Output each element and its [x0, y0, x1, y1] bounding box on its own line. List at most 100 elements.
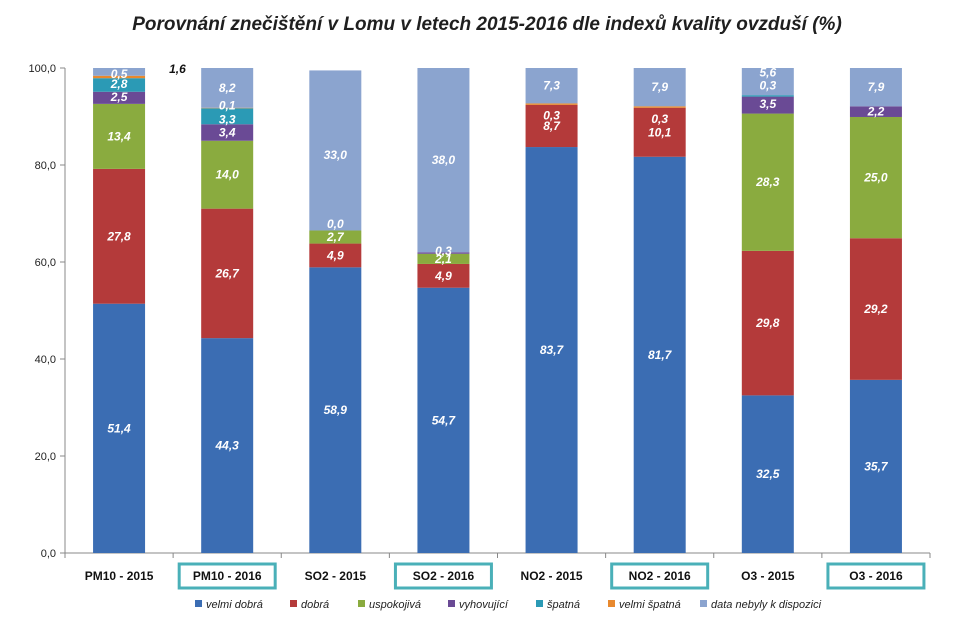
data-label: 7,3 — [543, 79, 560, 93]
data-labels: 51,427,813,42,52,80,5 1,644,326,714,03,43… — [106, 62, 889, 481]
bar-segment — [417, 253, 470, 264]
bar-segment — [741, 95, 794, 97]
legend-entry: dobrá — [301, 599, 329, 611]
data-label: 4,9 — [434, 269, 452, 283]
category-label: NO2 - 2016 — [629, 569, 691, 583]
legend-entry: velmi dobrá — [206, 599, 263, 611]
legend-entry: velmi špatná — [619, 599, 681, 611]
data-label: 44,3 — [215, 439, 240, 453]
bar-segment — [741, 96, 794, 114]
data-label: 2,5 — [110, 90, 128, 104]
data-label: 0,3 — [759, 78, 776, 92]
category-label: PM10 - 2016 — [193, 569, 262, 583]
bar-segment — [93, 103, 146, 169]
data-label: 28,3 — [755, 175, 780, 189]
bar-segment — [201, 208, 254, 339]
y-tick-label: 20,0 — [35, 451, 56, 463]
data-label: 0,3 — [435, 244, 452, 258]
legend: velmi dobrá dobrá uspokojivá vyhovující špat… — [195, 599, 822, 611]
bar-segment — [93, 303, 146, 553]
data-label: 81,7 — [648, 348, 673, 362]
axes: 0,0 20,0 40,0 60,0 80,0 100,0 — [28, 63, 931, 560]
data-label: 0,3 — [651, 112, 668, 126]
data-label: 38,0 — [432, 153, 456, 167]
data-label: 26,7 — [215, 266, 241, 280]
bar-segment — [849, 238, 902, 380]
data-label: 27,8 — [106, 229, 131, 243]
y-tick-label: 60,0 — [35, 257, 56, 269]
legend-swatch — [358, 600, 365, 607]
legend-swatch — [536, 600, 543, 607]
data-label: 83,7 — [540, 343, 565, 357]
bar-segment — [309, 267, 362, 553]
category-highlight-box — [177, 562, 277, 590]
data-label: 54,7 — [432, 413, 457, 427]
data-label: 3,4 — [219, 126, 236, 140]
data-label: 58,9 — [324, 403, 348, 417]
data-label: 0,5 — [111, 67, 128, 81]
legend-entry: špatná — [547, 599, 580, 611]
bar-segment — [201, 338, 254, 553]
data-label: 8,2 — [219, 81, 236, 95]
category-label: O3 - 2015 — [741, 569, 795, 583]
data-label: 33,0 — [324, 148, 348, 162]
bars — [93, 68, 902, 553]
bar-segment — [633, 156, 686, 553]
legend-swatch — [448, 600, 455, 607]
bar-segment — [741, 250, 794, 396]
bar-segment — [201, 68, 254, 108]
data-label: 29,2 — [863, 302, 888, 316]
category-label: SO2 - 2016 — [413, 569, 475, 583]
bar-segment — [741, 113, 794, 251]
legend-entry: data nebyly k dispozici — [711, 599, 822, 611]
bar-segment — [741, 395, 794, 553]
data-label: 10,1 — [648, 125, 672, 139]
bar-segment — [633, 107, 686, 157]
legend-swatch — [700, 600, 707, 607]
bar-segment — [309, 230, 362, 244]
bar-segment — [93, 91, 146, 104]
bar-segment — [417, 263, 470, 288]
data-label: 2,8 — [110, 77, 128, 91]
data-label: 2,2 — [867, 105, 885, 119]
chart-title: Porovnání znečištění v Lomu v letech 201… — [132, 14, 842, 35]
bar-segment — [525, 68, 578, 104]
data-label: 32,5 — [756, 467, 780, 481]
bar-segment — [633, 68, 686, 107]
data-label: 8,7 — [543, 119, 561, 133]
data-label: 0,0 — [327, 217, 344, 231]
bar-segment — [633, 106, 686, 108]
bar-segment — [525, 103, 578, 105]
data-label: 4,9 — [326, 248, 344, 262]
data-label: 0,3 — [543, 109, 560, 123]
y-tick-label: 0,0 — [41, 548, 56, 560]
bar-segment — [849, 68, 902, 107]
data-label: 3,3 — [219, 112, 236, 126]
category-label: SO2 - 2015 — [305, 569, 367, 583]
bar-segment — [849, 379, 902, 553]
category-highlight-box — [393, 562, 493, 590]
y-tick-label: 40,0 — [35, 354, 56, 366]
data-label: 35,7 — [864, 459, 889, 473]
bar-segment — [93, 78, 146, 92]
data-label: 25,0 — [863, 171, 888, 185]
category-label: PM10 - 2015 — [85, 569, 154, 583]
bar-segment — [525, 147, 578, 553]
data-label: 1,6 — [169, 62, 186, 76]
bar-segment — [93, 75, 146, 79]
bar-segment — [849, 116, 902, 239]
legend-swatch — [290, 600, 297, 607]
bar-segment — [849, 106, 902, 117]
category-label: O3 - 2016 — [849, 569, 903, 583]
legend-swatch — [195, 600, 202, 607]
bar-segment — [309, 243, 362, 268]
bar-segment — [525, 104, 578, 148]
bar-segment — [93, 68, 146, 76]
data-label: 29,8 — [755, 316, 780, 330]
category-label: NO2 - 2015 — [521, 569, 583, 583]
y-tick-label: 100,0 — [28, 63, 56, 75]
data-label: 13,4 — [107, 129, 131, 143]
data-label: 2,7 — [326, 230, 345, 244]
data-label: 7,9 — [868, 80, 885, 94]
bar-segment — [93, 168, 146, 304]
